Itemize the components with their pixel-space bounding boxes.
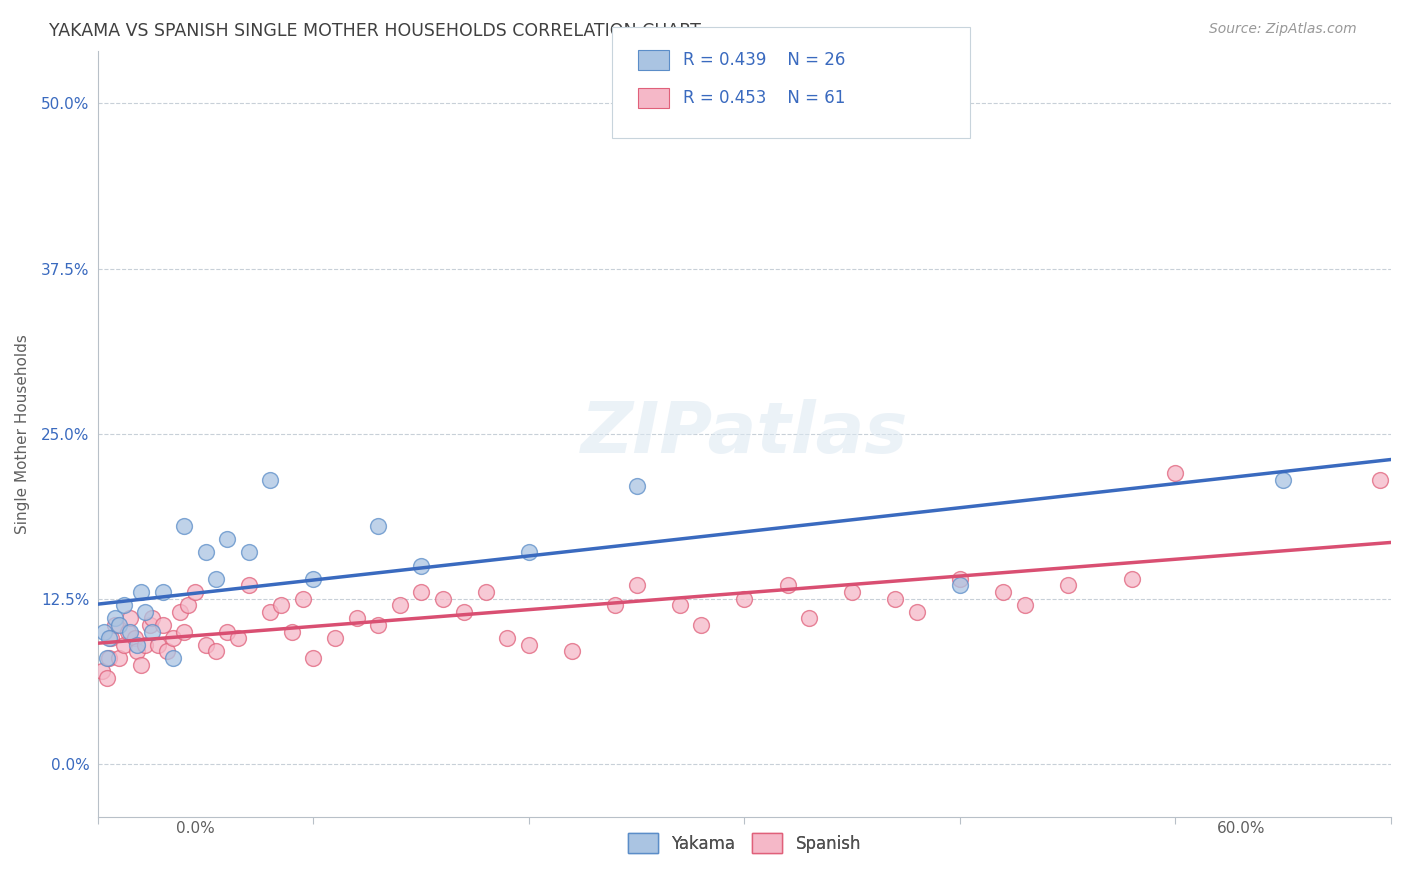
Point [162,651,184,665]
Text: 60.0%: 60.0% [1218,821,1265,836]
Point [475,585,498,599]
Point [156,644,179,658]
Point [226,632,249,646]
Point [1272,473,1295,487]
Point [169,605,191,619]
Point [104,618,127,632]
Point [97,632,120,646]
Point [281,624,304,639]
Point [1369,473,1392,487]
Point [152,585,174,599]
Text: YAKAMA VS SPANISH SINGLE MOTHER HOUSEHOLDS CORRELATION CHART: YAKAMA VS SPANISH SINGLE MOTHER HOUSEHOL… [49,22,702,40]
Point [841,585,863,599]
Point [388,599,411,613]
Point [97,651,120,665]
Point [291,591,314,606]
Point [100,632,122,646]
Point [690,618,713,632]
Point [367,519,389,533]
Point [194,545,217,559]
Point [108,651,131,665]
Point [776,578,799,592]
Point [134,605,156,619]
Point [134,638,156,652]
Point [141,624,163,639]
Point [905,605,928,619]
Point [124,632,146,646]
Point [605,599,627,613]
Point [217,624,239,639]
Point [112,599,135,613]
Point [797,611,820,625]
Point [669,599,692,613]
Point [96,671,118,685]
Point [1121,572,1143,586]
Point [517,638,540,652]
Point [129,585,152,599]
Point [1056,578,1078,592]
Point [517,545,540,559]
Point [129,657,152,672]
Text: R = 0.439    N = 26: R = 0.439 N = 26 [683,51,845,69]
Point [152,618,174,632]
Point [205,644,228,658]
Text: 0.0%: 0.0% [176,821,215,836]
Point [194,638,217,652]
Point [411,558,433,573]
Point [626,479,648,493]
Point [141,611,163,625]
Point [117,624,139,639]
Point [302,572,325,586]
Text: ZIPatlas: ZIPatlas [581,399,908,468]
Point [112,638,135,652]
Point [217,533,239,547]
Point [184,585,207,599]
Point [177,599,200,613]
Y-axis label: Single Mother Households: Single Mother Households [15,334,30,533]
Point [991,585,1014,599]
Point [302,651,325,665]
Point [104,611,127,625]
Legend: Yakama, Spanish: Yakama, Spanish [620,825,869,862]
Point [108,618,131,632]
Point [453,605,475,619]
Point [411,585,433,599]
Point [259,605,281,619]
Point [496,632,519,646]
Point [949,578,972,592]
Point [96,651,118,665]
Point [1164,467,1187,481]
Point [949,572,972,586]
Point [173,624,195,639]
Point [120,624,142,639]
Point [238,578,260,592]
Point [148,638,170,652]
Point [626,578,648,592]
Text: Source: ZipAtlas.com: Source: ZipAtlas.com [1209,22,1357,37]
Point [173,519,195,533]
Point [120,611,142,625]
Point [205,572,228,586]
Point [323,632,346,646]
Point [125,638,148,652]
Text: R = 0.453    N = 61: R = 0.453 N = 61 [683,89,845,107]
Point [91,665,114,679]
Point [884,591,907,606]
Point [238,545,260,559]
Point [432,591,454,606]
Point [93,624,115,639]
Point [561,644,583,658]
Point [367,618,389,632]
Point [733,591,755,606]
Point [346,611,368,625]
Point [125,644,148,658]
Point [1014,599,1036,613]
Point [138,618,160,632]
Point [270,599,292,613]
Point [259,473,281,487]
Point [162,632,184,646]
